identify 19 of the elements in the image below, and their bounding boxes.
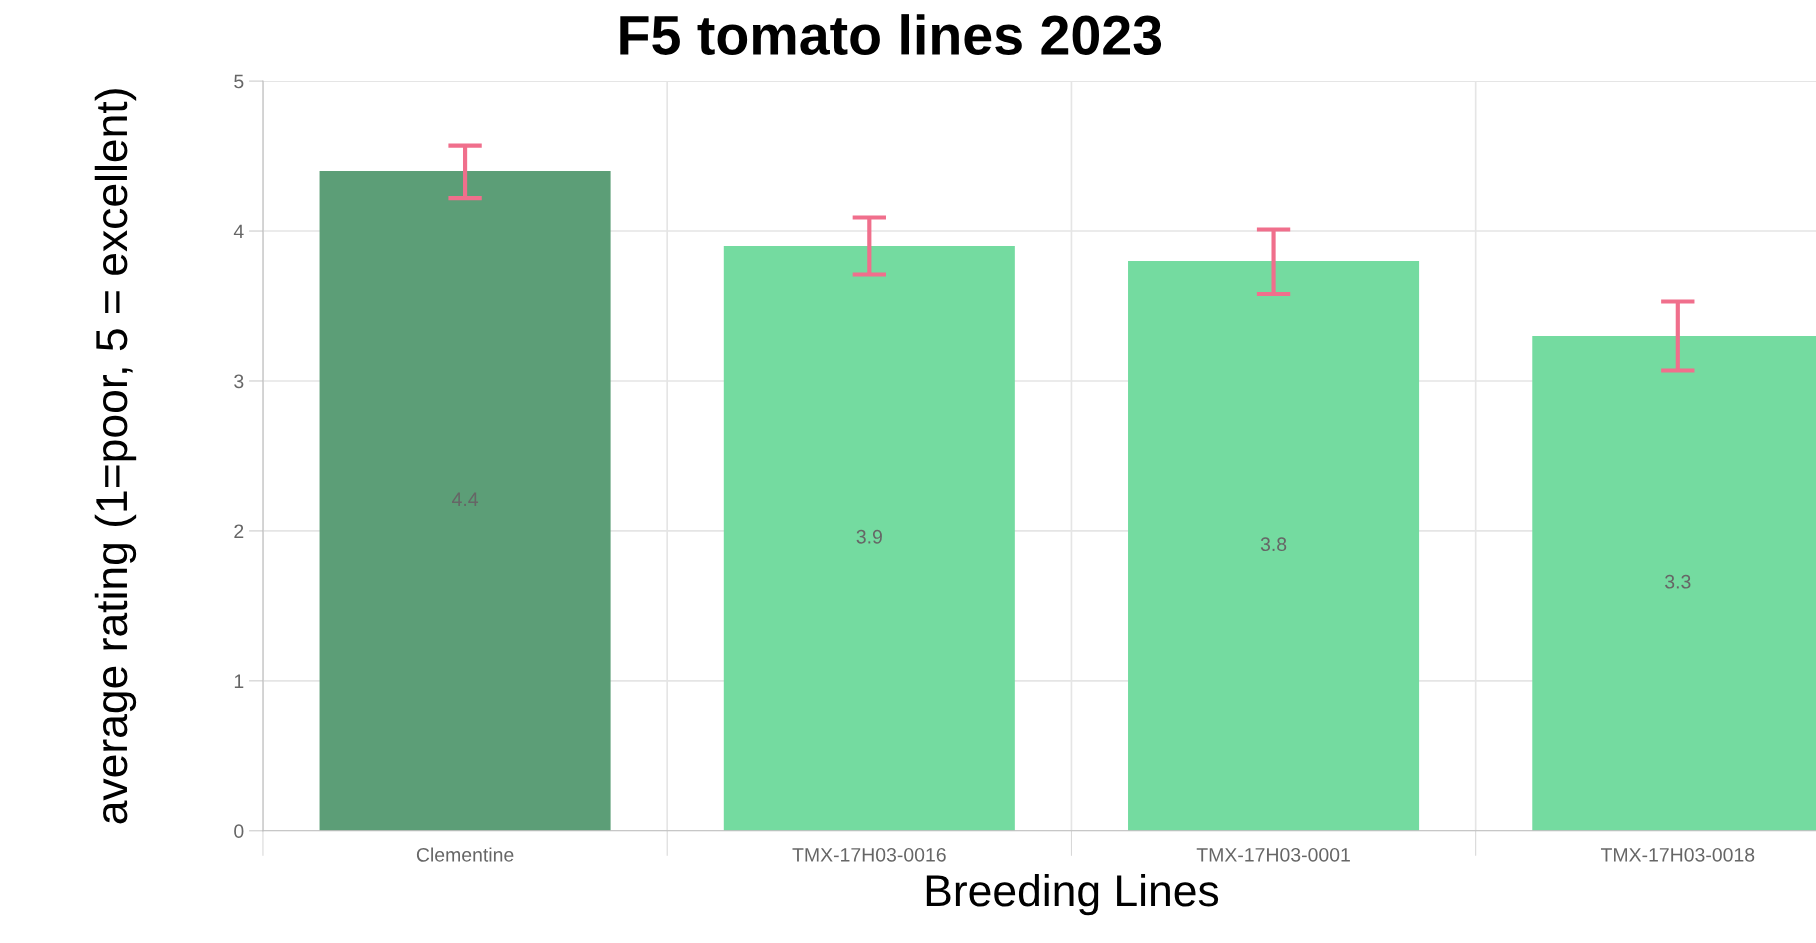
data-label: 3.3 — [1665, 574, 1691, 589]
data-label: 3.8 — [1260, 537, 1287, 552]
y-axis-title: average rating (1=poor, 5 = excellent) — [94, 89, 137, 824]
data-label: 4.4 — [452, 492, 479, 506]
bar — [319, 171, 611, 831]
y-tick-label: 4 — [233, 224, 244, 239]
y-tick-label: 0 — [234, 824, 244, 839]
chart-title: F5 tomato lines 2023 — [620, 14, 1162, 56]
x-tick-label: Clementine — [416, 847, 514, 862]
x-tick-label: TMX-17H03-0018 — [1600, 847, 1755, 862]
x-tick-label: TMX-17H03-0016 — [792, 847, 946, 862]
x-tick-label: TMX-17H03-0001 — [1196, 847, 1350, 862]
x-axis-title: Breeding Lines — [926, 873, 1219, 916]
data-label: 3.9 — [856, 529, 882, 544]
bar — [723, 246, 1015, 831]
y-tick-label: 3 — [234, 374, 244, 389]
y-tick-label: 1 — [234, 674, 244, 688]
y-tick-label: 2 — [234, 524, 244, 538]
y-tick-label: 5 — [234, 74, 244, 89]
